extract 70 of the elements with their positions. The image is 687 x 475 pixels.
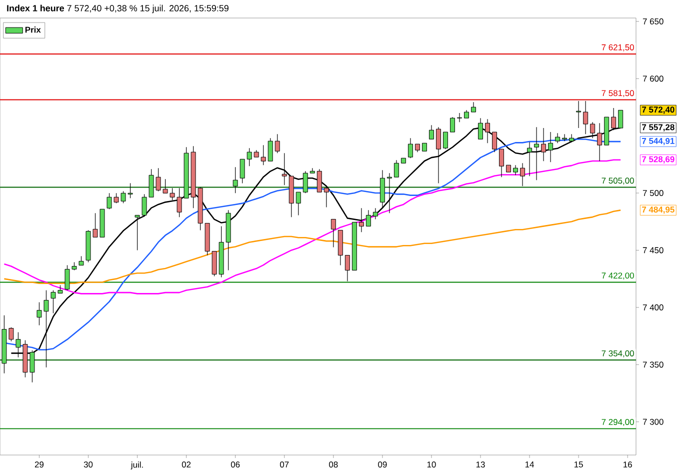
x-tick-label: 02 xyxy=(182,462,191,468)
candlestick xyxy=(583,100,588,134)
candlestick xyxy=(316,168,322,192)
candlestick xyxy=(527,142,532,176)
y-tick-label: 7 450 xyxy=(642,247,664,254)
candlestick xyxy=(240,158,245,184)
y-tick-label: 7 650 xyxy=(642,18,664,24)
candlestick xyxy=(372,208,378,220)
y-tick-label: 7 300 xyxy=(642,418,664,425)
x-tick-label: 10 xyxy=(427,462,436,468)
x-tick-label: 29 xyxy=(34,462,44,468)
candlestick xyxy=(513,164,518,176)
candlestick xyxy=(260,144,266,166)
candlestick xyxy=(232,166,238,194)
y-tick-label: 7 350 xyxy=(642,362,664,368)
x-tick-label: 09 xyxy=(378,462,387,468)
candlestick xyxy=(394,160,399,178)
x-tick-label: 14 xyxy=(525,462,534,468)
y-tick-label: 7 500 xyxy=(642,190,664,196)
candlestick xyxy=(358,208,364,232)
candlestick xyxy=(282,152,287,186)
candlestick xyxy=(78,256,84,266)
x-tick-label: 07 xyxy=(280,462,289,468)
candlestick xyxy=(569,134,574,142)
x-tick-label: 30 xyxy=(84,462,93,468)
x-tick-label: 06 xyxy=(230,462,240,468)
ref-line-label: 7 505,00 xyxy=(602,178,634,185)
x-tick-label: 13 xyxy=(476,462,485,468)
candlestick xyxy=(366,210,371,226)
y-tick-label: 7 400 xyxy=(642,304,664,310)
candlestick xyxy=(408,138,413,158)
legend-label: Prix xyxy=(25,26,41,33)
candlestick xyxy=(562,134,568,142)
candlestick xyxy=(268,138,273,162)
candlestick xyxy=(548,132,554,162)
text: 7 557,28 xyxy=(642,124,674,132)
candlestick xyxy=(450,116,455,132)
candlestick xyxy=(386,172,392,214)
candlestick xyxy=(296,192,301,216)
candlestick xyxy=(330,218,336,248)
ref-line-label: 7 422,00 xyxy=(602,272,634,280)
candlestick xyxy=(492,132,498,152)
x-tick-label: 08 xyxy=(329,462,338,468)
x-tick-label: juil. xyxy=(130,462,143,470)
candlestick xyxy=(520,162,526,186)
candlestick xyxy=(576,100,582,128)
candlestick xyxy=(302,170,308,194)
x-tick-label: 15 xyxy=(574,462,583,468)
candlestick xyxy=(555,132,560,144)
x-tick-label: 16 xyxy=(624,462,632,468)
candlestick xyxy=(442,132,448,150)
candlestick xyxy=(344,254,350,282)
text: 7 528,69 xyxy=(642,156,674,164)
candlestick xyxy=(457,112,462,122)
candlestick xyxy=(324,186,329,208)
candlestick xyxy=(246,148,252,166)
text: 7 572,40 xyxy=(642,106,674,114)
candlestick xyxy=(428,124,434,140)
ref-line-label: 7 581,50 xyxy=(602,90,634,98)
y-tick-label: 7 600 xyxy=(642,76,664,82)
ref-line-label: 7 294,00 xyxy=(602,419,634,426)
candlestick xyxy=(471,102,476,112)
candlestick xyxy=(274,134,280,154)
text: 7 484,95 xyxy=(642,206,674,214)
chart-title: Index 1 heure 7 572,40 +0,38 % 15 juil. 2026, 15:59:59 xyxy=(7,4,228,14)
candlestick xyxy=(499,148,504,178)
text: 7 544,91 xyxy=(642,138,674,146)
ref-line-label: 7 621,50 xyxy=(602,44,634,52)
ref-line-label: 7 354,00 xyxy=(602,350,634,358)
candlestick xyxy=(212,250,217,276)
